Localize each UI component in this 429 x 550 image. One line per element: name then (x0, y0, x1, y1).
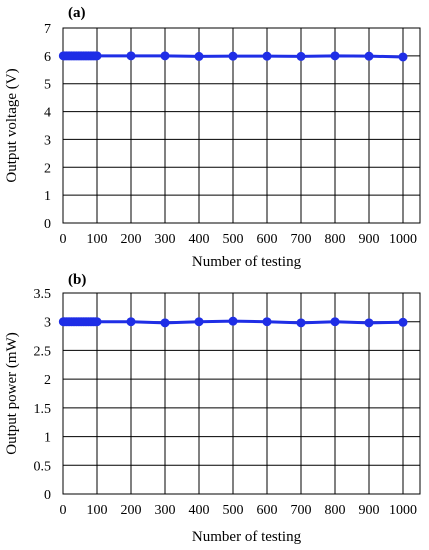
data-point (160, 51, 170, 61)
y-tick-label: 2.5 (34, 344, 52, 359)
y-tick-label: 0.5 (34, 459, 52, 474)
x-tick-label: 900 (359, 503, 380, 518)
x-axis-label: Number of testing (192, 529, 302, 545)
x-tick-label: 300 (155, 503, 176, 518)
x-tick-label: 500 (223, 503, 244, 518)
x-tick-label: 1000 (389, 232, 417, 247)
x-tick-label: 700 (291, 232, 312, 247)
y-tick-label: 5 (44, 78, 51, 93)
data-point (262, 51, 272, 61)
y-tick-label: 4 (44, 106, 51, 121)
y-tick-label: 1 (44, 189, 51, 204)
y-tick-label: 6 (44, 50, 51, 65)
y-tick-label: 0 (44, 217, 51, 232)
x-tick-label: 900 (359, 232, 380, 247)
y-tick-label: 1 (44, 431, 51, 446)
y-tick-label: 3.5 (34, 287, 52, 302)
data-point (126, 51, 136, 61)
x-tick-label: 600 (257, 503, 278, 518)
y-tick-label: 7 (44, 22, 51, 37)
data-point (194, 317, 204, 327)
y-tick-label: 3 (44, 316, 51, 331)
x-tick-label: 0 (60, 232, 67, 247)
x-tick-label: 100 (87, 503, 108, 518)
chart-a: 0 100 200 300 400 500 600 700 800 900 1000 0 1 2 3 4 5 6 7… (4, 5, 421, 270)
x-axis-label: Number of testing (192, 254, 302, 270)
data-point (398, 52, 408, 62)
data-point (194, 51, 204, 61)
data-point (330, 51, 340, 61)
x-tick-label: 200 (121, 232, 142, 247)
plot-frame (62, 292, 421, 495)
x-tick-label: 300 (155, 232, 176, 247)
y-tick-label: 0 (44, 488, 51, 503)
x-tick-label: 600 (257, 232, 278, 247)
panel-label: (a) (68, 5, 86, 21)
data-point (126, 317, 136, 327)
x-tick-label: 700 (291, 503, 312, 518)
panel-label: (b) (68, 272, 86, 288)
data-point (228, 51, 238, 61)
data-point (364, 51, 374, 61)
data-point (296, 318, 306, 328)
y-axis-label: Output voltage (V) (4, 68, 20, 182)
y-tick-label: 3 (44, 133, 51, 148)
data-point (160, 318, 170, 328)
data-point (398, 317, 408, 327)
x-tick-label: 1000 (389, 503, 417, 518)
x-tick-label: 800 (325, 503, 346, 518)
x-tick-label: 500 (223, 232, 244, 247)
y-axis-label: Output power (mW) (4, 332, 20, 454)
x-tick-label: 400 (189, 503, 210, 518)
chart-b: 0 100 200 300 400 500 600 700 800 900 1000 0 0.5 1 1.5… (4, 272, 421, 545)
x-tick-label: 0 (60, 503, 67, 518)
data-point (228, 316, 238, 326)
data-point (92, 51, 102, 61)
data-point (92, 317, 102, 327)
data-point (364, 318, 374, 328)
plot-frame (62, 27, 421, 224)
data-point (262, 317, 272, 327)
x-tick-label: 100 (87, 232, 108, 247)
data-point (296, 51, 306, 61)
y-tick-label: 2 (44, 161, 51, 176)
data-point (330, 317, 340, 327)
x-tick-label: 400 (189, 232, 210, 247)
y-tick-label: 1.5 (34, 402, 52, 417)
y-tick-label: 2 (44, 373, 51, 388)
x-tick-label: 800 (325, 232, 346, 247)
x-tick-label: 200 (121, 503, 142, 518)
